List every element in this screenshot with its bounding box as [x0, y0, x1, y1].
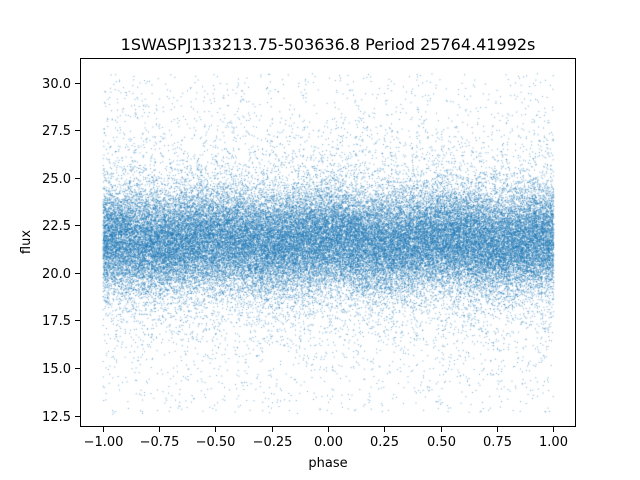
y-tick-label: 27.5 — [42, 124, 71, 139]
scatter-points — [80, 58, 576, 427]
x-tick-label: 0.00 — [314, 435, 343, 450]
y-axis-ticks: 12.5 15.0 17.5 20.0 22.5 25.0 27.5 30.0 — [42, 77, 80, 425]
y-tick-label: 17.5 — [42, 314, 71, 329]
y-tick-label: 12.5 — [42, 410, 71, 425]
x-tick-label: 0.75 — [483, 435, 512, 450]
y-tick-label: 20.0 — [42, 267, 71, 282]
chart-title: 1SWASPJ133213.75-503636.8 Period 25764.4… — [121, 35, 536, 54]
y-tick-label: 30.0 — [42, 77, 71, 92]
x-axis-label: phase — [308, 456, 347, 471]
axes-frame — [80, 58, 576, 427]
x-tick-label: −0.50 — [196, 435, 236, 450]
x-tick-label: 0.50 — [427, 435, 456, 450]
y-axis-label: flux — [19, 230, 34, 254]
x-tick-label: −1.00 — [84, 435, 124, 450]
y-tick-label: 22.5 — [42, 219, 71, 234]
y-tick-label: 25.0 — [42, 172, 71, 187]
x-tick-label: 1.00 — [539, 435, 568, 450]
x-tick-label: −0.75 — [140, 435, 180, 450]
x-axis-ticks: −1.00 −0.75 −0.50 −0.25 0.00 0.25 0.50 0.75 1.00 — [84, 427, 568, 450]
x-tick-label: 0.25 — [370, 435, 399, 450]
plot-area — [80, 58, 576, 427]
y-tick-label: 15.0 — [42, 362, 71, 377]
x-tick-label: −0.25 — [253, 435, 293, 450]
